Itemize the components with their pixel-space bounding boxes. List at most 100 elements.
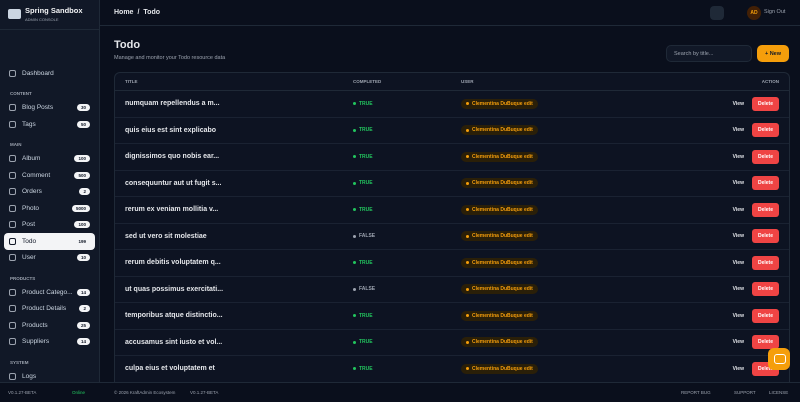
- user-badge[interactable]: Clementina DuBuque edit: [461, 337, 538, 348]
- nav-item[interactable]: Logs: [4, 368, 95, 385]
- delete-button[interactable]: Delete: [751, 176, 779, 191]
- user-badge[interactable]: Clementina DuBuque edit: [461, 178, 538, 189]
- footer-link[interactable]: REPORT BUG: [681, 390, 711, 395]
- nav-item[interactable]: Dashboard: [4, 65, 95, 82]
- nav-item[interactable]: Tags 50: [4, 116, 95, 133]
- nav-label: Products: [22, 321, 48, 329]
- user-badge[interactable]: Clementina DuBuque edit: [461, 98, 538, 109]
- view-button[interactable]: View: [732, 233, 744, 240]
- nav-item[interactable]: Product Catego... 14: [4, 284, 95, 301]
- todo-title: sed ut vero sit molestiae: [125, 232, 207, 240]
- nav-icon: [9, 254, 16, 262]
- view-button[interactable]: View: [732, 153, 744, 160]
- view-button[interactable]: View: [732, 127, 744, 134]
- new-button[interactable]: + New: [757, 45, 789, 62]
- status-text: FALSE: [359, 286, 376, 293]
- sidebar: Spring Sandbox ADMIN CONSOLE Dashboard C…: [0, 0, 100, 397]
- nav-item[interactable]: Suppliers 14: [4, 334, 95, 351]
- column-header[interactable]: TITLE: [125, 79, 138, 84]
- nav-item[interactable]: Orders 2: [4, 184, 95, 201]
- view-button[interactable]: View: [732, 259, 744, 266]
- view-button[interactable]: View: [732, 312, 744, 319]
- view-button[interactable]: View: [732, 365, 744, 372]
- delete-button[interactable]: Delete: [751, 255, 779, 270]
- brand: Spring Sandbox ADMIN CONSOLE: [0, 0, 99, 30]
- view-button[interactable]: View: [732, 339, 744, 346]
- nav-item[interactable]: Album 100: [4, 151, 95, 168]
- table-row: accusamus sint iusto et vol... TRUE Clemen…: [115, 330, 789, 356]
- status: FALSE: [353, 224, 375, 250]
- user-badge[interactable]: Clementina DuBuque edit: [461, 284, 538, 295]
- footer-link[interactable]: SUPPORT: [734, 390, 756, 395]
- delete-button[interactable]: Delete: [751, 308, 779, 323]
- theme-toggle[interactable]: [710, 6, 724, 20]
- view-button[interactable]: View: [732, 100, 744, 107]
- status: TRUE: [353, 118, 373, 144]
- brand-tagline: ADMIN CONSOLE: [25, 17, 59, 22]
- user-dot: [466, 367, 469, 371]
- todo-title: rerum debitis voluptatem q...: [125, 259, 221, 267]
- nav-icon: [9, 305, 16, 313]
- status-text: TRUE: [359, 153, 373, 160]
- chat-button[interactable]: [768, 348, 790, 370]
- table-header: TITLE COMPLETED USER ACTION: [115, 73, 789, 91]
- nav-count: 14: [76, 288, 90, 296]
- nav-label: Album: [22, 155, 41, 163]
- delete-button[interactable]: Delete: [751, 202, 779, 217]
- nav-item[interactable]: Comment 500: [4, 167, 95, 184]
- delete-button[interactable]: Delete: [751, 229, 779, 244]
- user-badge[interactable]: Clementina DuBuque edit: [461, 125, 538, 136]
- column-header: COMPLETED: [353, 79, 382, 84]
- user-badge[interactable]: Clementina DuBuque edit: [461, 151, 538, 162]
- nav-icon: [9, 188, 16, 196]
- breadcrumb-home[interactable]: Home: [114, 9, 134, 16]
- view-button[interactable]: View: [732, 180, 744, 187]
- user-cell: Clementina DuBuque edit: [461, 356, 538, 382]
- user-cell: Clementina DuBuque edit: [461, 144, 538, 170]
- delete-button[interactable]: Delete: [751, 96, 779, 111]
- view-button[interactable]: View: [732, 286, 744, 293]
- nav-item[interactable]: Todo 199: [4, 233, 95, 250]
- nav-item[interactable]: User 10: [4, 250, 95, 267]
- todo-title: numquam repellendus a m...: [125, 100, 220, 108]
- user-badge[interactable]: Clementina DuBuque edit: [461, 204, 538, 215]
- status-dot: [353, 287, 356, 291]
- nav-icon: [9, 221, 16, 229]
- nav-label: Blog Posts: [22, 104, 54, 112]
- delete-button[interactable]: Delete: [751, 149, 779, 164]
- search-input[interactable]: Search by title...: [666, 45, 752, 62]
- nav-count: 50: [76, 120, 90, 128]
- status-dot: [353, 367, 356, 371]
- user-dot: [466, 181, 469, 185]
- delete-button[interactable]: Delete: [751, 123, 779, 138]
- status-text: TRUE: [359, 365, 373, 372]
- view-button[interactable]: View: [732, 206, 744, 213]
- status-dot: [353, 314, 356, 318]
- footer-link[interactable]: LICENSE: [769, 390, 789, 395]
- delete-button[interactable]: Delete: [751, 335, 779, 350]
- table-row: dignissimos quo nobis ear... TRUE Clementi…: [115, 144, 789, 171]
- user-badge[interactable]: Clementina DuBuque edit: [461, 257, 538, 268]
- avatar[interactable]: AD: [747, 6, 761, 20]
- nav-item[interactable]: Products 25: [4, 317, 95, 334]
- table-row: sed ut vero sit molestiae FALSE Clementina…: [115, 224, 789, 250]
- nav-item[interactable]: Product Details 2: [4, 301, 95, 318]
- user-name: Clementina DuBuque edit: [472, 206, 533, 213]
- nav-count: 2: [79, 188, 90, 196]
- nav-label: Post: [22, 221, 36, 229]
- user-dot: [466, 208, 469, 212]
- user-cell: Clementina DuBuque edit: [461, 224, 538, 250]
- delete-button[interactable]: Delete: [751, 282, 779, 297]
- nav-item[interactable]: Blog Posts 30: [4, 100, 95, 117]
- todo-title: quis eius est sint explicabo: [125, 126, 217, 134]
- user-badge[interactable]: Clementina DuBuque edit: [461, 363, 538, 374]
- status-dot: [353, 155, 356, 159]
- table-row: temporibus atque distinctio... TRUE Clemen…: [115, 303, 789, 330]
- table-row: numquam repellendus a m... TRUE Clementina…: [115, 91, 789, 118]
- sign-out[interactable]: Sign Out: [764, 9, 786, 15]
- user-badge[interactable]: Clementina DuBuque edit: [461, 310, 538, 321]
- actions: View Delete: [728, 171, 779, 197]
- user-badge[interactable]: Clementina DuBuque edit: [461, 231, 538, 242]
- nav-item[interactable]: Photo 5000: [4, 200, 95, 217]
- nav-item[interactable]: Post 100: [4, 217, 95, 234]
